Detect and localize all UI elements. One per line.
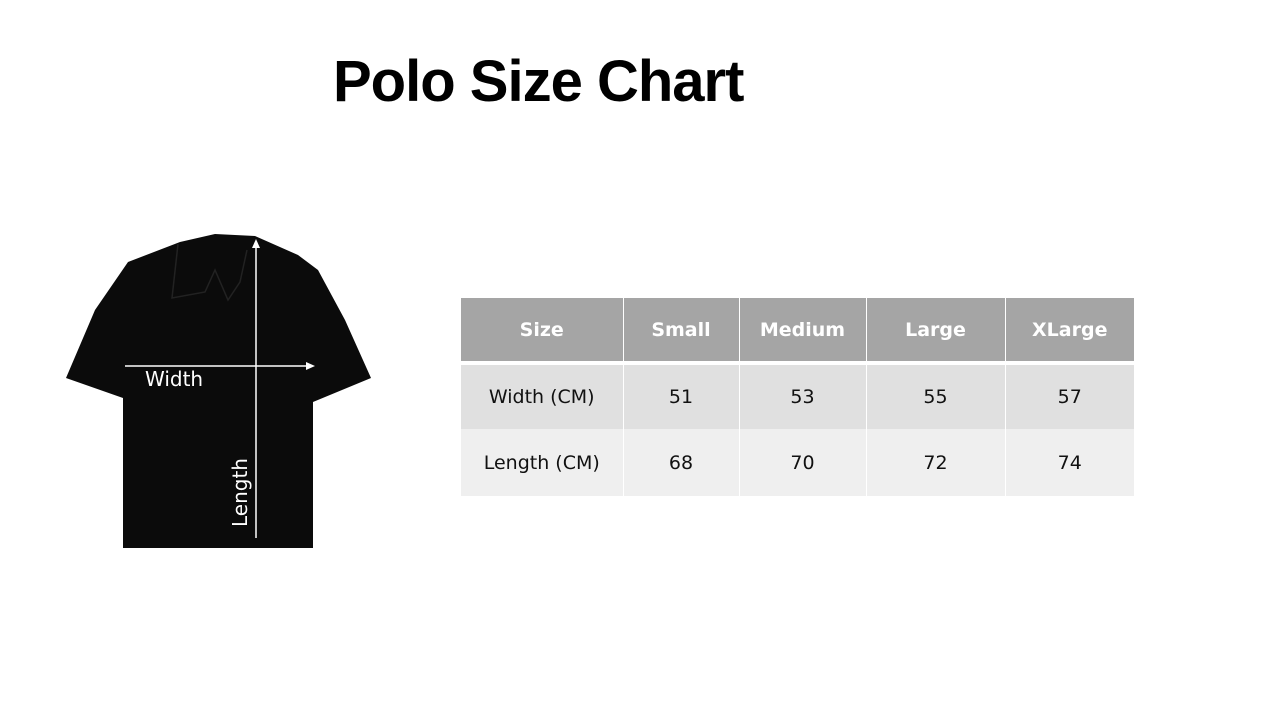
header-cell: Large [865,298,1005,363]
table-cell: 74 [1004,429,1134,496]
header-cell: Size [519,318,564,341]
page-title: Polo Size Chart [333,49,744,114]
table-header-row: Size Small Medium Large XLarge [461,298,1134,363]
table-row: Length (CM) 68 70 72 74 [461,429,1134,496]
table-cell: 57 [1004,363,1134,429]
collar-detail [171,243,248,302]
length-arrowhead-icon [252,239,260,248]
row-label: Width (CM) [488,386,595,408]
width-label: Width [145,367,203,391]
table-cell: 55 [865,363,1005,429]
header-cell: Small [622,298,739,363]
table-cell: 51 [622,363,739,429]
width-arrowhead-icon [306,362,315,370]
row-label: Length (CM) [483,451,600,474]
size-table: Size Small Medium Large XLarge Width (CM… [461,298,1134,496]
header-cell: Medium [738,298,866,363]
table-cell: 68 [622,429,739,496]
polo-shirt-image [66,234,371,548]
header-cell: XLarge [1004,298,1134,363]
table-cell: 70 [738,429,866,496]
table-row: Width (CM) 51 53 55 57 [461,363,1134,429]
table-cell: 72 [865,429,1005,496]
length-label: Length [228,458,252,527]
table-cell: 53 [738,363,866,429]
